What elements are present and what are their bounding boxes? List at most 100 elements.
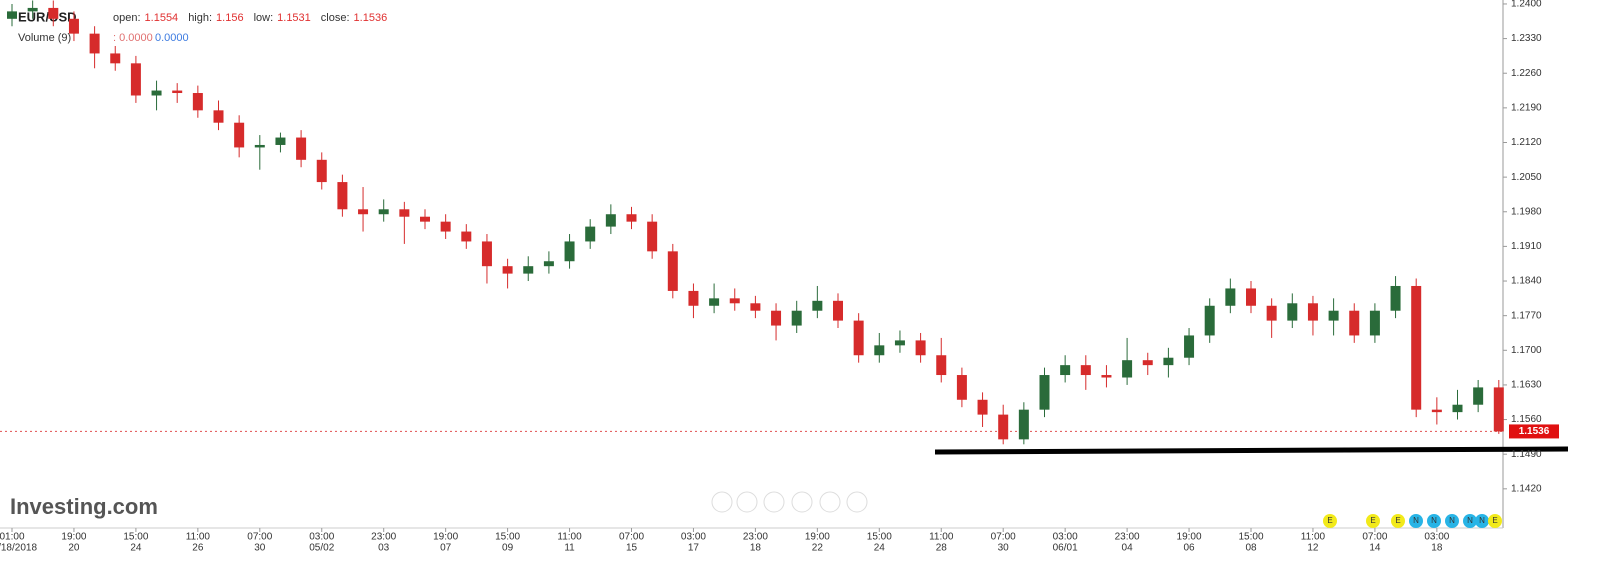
candle-body bbox=[812, 300, 823, 311]
y-tick-label: 1.1630 bbox=[1511, 380, 1542, 391]
candle-body bbox=[296, 137, 307, 160]
x-tick-date: 12 bbox=[1307, 543, 1319, 554]
x-tick-date: 17 bbox=[688, 543, 700, 554]
candle-body bbox=[771, 310, 782, 326]
event-marker bbox=[1463, 514, 1477, 528]
candle-body bbox=[1142, 360, 1153, 366]
x-tick-date: 26 bbox=[192, 543, 204, 554]
candle-body bbox=[151, 90, 162, 96]
candle-body bbox=[956, 375, 967, 400]
x-tick-label: 15:00 bbox=[495, 532, 520, 543]
x-tick-label: 19:00 bbox=[805, 532, 830, 543]
x-tick-label: 15:00 bbox=[867, 532, 892, 543]
candle-body bbox=[894, 340, 905, 346]
volume-value: 0.0000 bbox=[155, 32, 189, 44]
candle-body bbox=[192, 93, 203, 111]
candle-body bbox=[440, 221, 451, 232]
nav-right[interactable] bbox=[846, 491, 868, 513]
candle-body bbox=[337, 182, 348, 210]
x-tick-label: 03:00 bbox=[681, 532, 706, 543]
candle-body bbox=[1287, 303, 1298, 321]
candle-body bbox=[585, 226, 596, 242]
candle-body bbox=[1204, 305, 1215, 336]
event-marker bbox=[1445, 514, 1459, 528]
candle-body bbox=[68, 18, 79, 34]
candle-body bbox=[833, 300, 843, 321]
zoom[interactable] bbox=[819, 491, 841, 513]
y-tick-label: 1.1980 bbox=[1511, 206, 1542, 217]
candle-body bbox=[1493, 387, 1504, 432]
event-marker bbox=[1366, 514, 1380, 528]
x-tick-date: 30 bbox=[998, 543, 1010, 554]
x-tick-date: 05/02 bbox=[309, 543, 334, 554]
y-tick-label: 1.2400 bbox=[1511, 0, 1542, 10]
zoom[interactable] bbox=[763, 491, 785, 513]
event-label: E bbox=[1370, 516, 1375, 525]
field-value: 1.1531 bbox=[277, 12, 311, 24]
candle-body bbox=[564, 241, 575, 262]
x-tick-date: 04 bbox=[1122, 543, 1134, 554]
x-tick-label: 11:00 bbox=[1301, 532, 1326, 543]
nav-left[interactable] bbox=[711, 491, 733, 513]
candle-body bbox=[647, 221, 658, 252]
zoom[interactable] bbox=[736, 491, 758, 513]
candle-body bbox=[89, 33, 100, 54]
x-tick-date: 09 bbox=[502, 543, 514, 554]
zoom[interactable] bbox=[791, 491, 813, 513]
candle-body bbox=[1431, 409, 1442, 413]
y-tick-label: 1.1560 bbox=[1511, 414, 1542, 425]
x-tick-date: 06 bbox=[1183, 543, 1195, 554]
event-label: N bbox=[1467, 516, 1473, 525]
x-tick-date: 24 bbox=[874, 543, 886, 554]
field-label: high: bbox=[188, 12, 212, 24]
candle-body bbox=[729, 298, 740, 304]
x-tick-date: 07 bbox=[440, 543, 452, 554]
field-value: 1.156 bbox=[216, 12, 244, 24]
candle-body bbox=[1101, 375, 1112, 378]
candle-body bbox=[1184, 335, 1195, 358]
event-marker bbox=[1488, 514, 1502, 528]
event-marker bbox=[1323, 514, 1337, 528]
x-tick-label: 19:00 bbox=[1177, 532, 1202, 543]
candle-body bbox=[791, 310, 802, 326]
x-tick-label: 23:00 bbox=[1115, 532, 1140, 543]
x-tick-label: 01:00 bbox=[0, 532, 25, 543]
x-tick-date: 11 bbox=[564, 543, 575, 554]
candle-body bbox=[1390, 285, 1401, 311]
volume-value: : 0.0000 bbox=[113, 32, 153, 44]
candle-body bbox=[667, 251, 678, 291]
event-label: E bbox=[1395, 516, 1400, 525]
y-tick-label: 1.2190 bbox=[1511, 102, 1542, 113]
nav-buttons bbox=[711, 491, 868, 513]
candle-body bbox=[1163, 357, 1174, 366]
support-line bbox=[934, 446, 1569, 455]
candle-body bbox=[936, 355, 947, 376]
y-tick-label: 1.2050 bbox=[1511, 172, 1542, 183]
event-label: E bbox=[1492, 516, 1497, 525]
candle-body bbox=[853, 320, 864, 356]
x-tick-date: 22 bbox=[812, 543, 824, 554]
candle-body bbox=[358, 209, 369, 215]
event-marker bbox=[1475, 514, 1489, 528]
y-tick-label: 1.1770 bbox=[1511, 310, 1542, 321]
last-price-label: 1.1536 bbox=[1519, 426, 1550, 437]
x-tick-label: 03:00 bbox=[1053, 532, 1078, 543]
x-tick-label: 19:00 bbox=[61, 532, 86, 543]
candle-body bbox=[213, 110, 224, 123]
x-tick-date: 18 bbox=[1431, 543, 1443, 554]
y-tick-label: 1.1700 bbox=[1511, 345, 1542, 356]
candle-body bbox=[543, 261, 554, 267]
x-tick-label: 11:00 bbox=[557, 532, 582, 543]
x-tick-date: 30 bbox=[254, 543, 266, 554]
candle-body bbox=[1246, 288, 1256, 306]
x-tick-date: 06/01 bbox=[1053, 543, 1078, 554]
candle-body bbox=[1473, 387, 1484, 405]
candle-body bbox=[998, 414, 1009, 440]
x-tick-date: 08 bbox=[1245, 543, 1257, 554]
candle-body bbox=[1307, 303, 1318, 321]
event-marker bbox=[1391, 514, 1405, 528]
symbol: EUR/USD bbox=[18, 9, 77, 24]
candle-body bbox=[1018, 409, 1029, 440]
candle-body bbox=[1060, 365, 1071, 376]
